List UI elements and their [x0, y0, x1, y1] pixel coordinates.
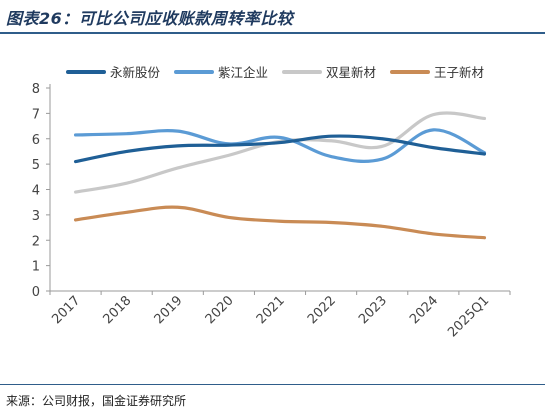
legend-swatch	[174, 69, 215, 74]
legend-label: 永新股份	[110, 65, 161, 80]
x-tick-label: 2022	[305, 293, 339, 327]
legend-swatch	[282, 69, 323, 74]
x-tick-label: 2019	[152, 293, 186, 327]
x-tick-label: 2023	[356, 293, 390, 327]
legend-swatch	[390, 69, 431, 74]
legend-item-1: 永新股份	[66, 62, 160, 81]
x-tick-label: 2017	[49, 293, 83, 327]
x-tick-label: 2025Q1	[445, 293, 492, 340]
x-tick-label: 2018	[100, 293, 134, 327]
line-chart: 0 1 2 3 4 5 6 7 8 2017 2018 2019 2020 2021 2022 2023 202…	[32, 82, 511, 340]
legend-item-3: 双星新材	[282, 62, 376, 81]
series-line-1	[73, 134, 487, 164]
y-tick-label: 1	[32, 260, 40, 275]
y-tick-label: 5	[32, 158, 40, 173]
title-divider	[0, 32, 545, 34]
legend-label: 王子新材	[434, 65, 485, 80]
source-note: 来源：公司财报，国金证券研究所	[6, 394, 187, 408]
chart-legend: 永新股份 紫江企业 双星新材 王子新材	[66, 62, 498, 81]
legend-label: 紫江企业	[218, 65, 269, 80]
y-tick-label: 2	[32, 234, 40, 249]
series-line-3	[73, 111, 487, 194]
y-tick-label: 0	[32, 285, 40, 300]
y-tick-label: 3	[32, 209, 40, 224]
y-tick-label: 7	[32, 107, 40, 122]
legend-item-2: 紫江企业	[174, 62, 268, 81]
y-tick-label: 4	[32, 184, 40, 199]
legend-item-4: 王子新材	[390, 62, 484, 81]
legend-swatch	[66, 69, 106, 74]
series-line-4	[73, 205, 487, 240]
legend-label: 双星新材	[326, 65, 377, 80]
chart-title: 图表26：可比公司应收账款周转率比较	[6, 9, 294, 28]
y-tick-label: 6	[32, 133, 40, 148]
x-tick-label: 2024	[407, 293, 441, 327]
y-tick-label: 8	[32, 82, 40, 97]
x-tick-label: 2020	[203, 293, 237, 327]
series-line-2	[73, 128, 487, 163]
x-tick-label: 2021	[254, 293, 288, 327]
footer-divider	[0, 384, 545, 385]
